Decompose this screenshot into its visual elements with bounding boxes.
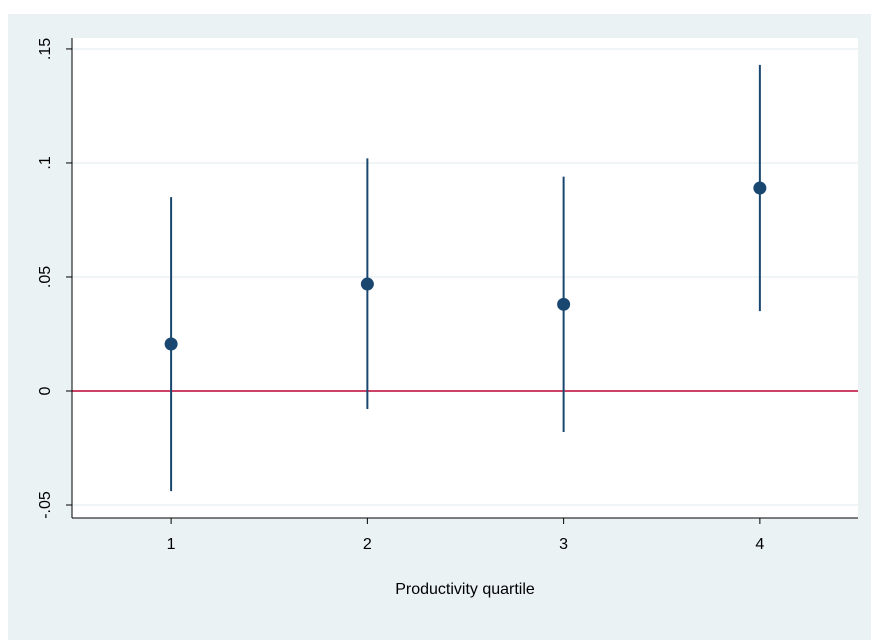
- point: [164, 337, 178, 351]
- x-tick-label: 3: [559, 536, 568, 553]
- point: [557, 297, 571, 311]
- x-axis-label: Productivity quartile: [395, 581, 535, 598]
- y-tick-label: 0: [37, 386, 54, 395]
- plot-area: [72, 38, 858, 518]
- y-tick-label: .05: [37, 266, 54, 288]
- y-tick-label: .15: [37, 38, 54, 60]
- point: [753, 181, 767, 195]
- x-tick-label: 2: [363, 536, 372, 553]
- point: [360, 277, 374, 291]
- y-tick-label: -.05: [37, 491, 54, 519]
- y-tick-label: .1: [37, 156, 54, 169]
- x-tick-label: 4: [755, 536, 764, 553]
- x-tick-label: 1: [167, 536, 176, 553]
